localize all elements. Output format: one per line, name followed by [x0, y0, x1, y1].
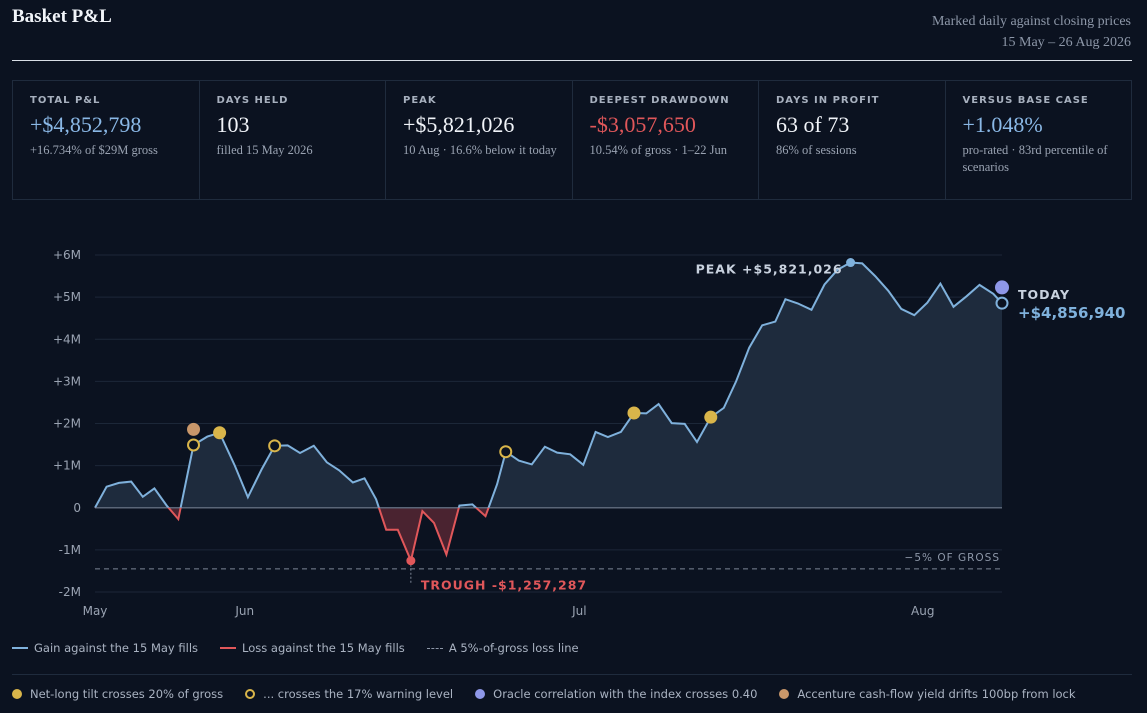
kpi-sub: 10.54% of gross · 1–22 Jun — [589, 143, 728, 157]
y-tick-label: +4M — [53, 332, 81, 346]
kpi-label: PEAK — [403, 95, 437, 106]
legend-item-oracle: Oracle correlation with the index crosse… — [475, 687, 757, 701]
legend-label: ... crosses the 17% warning level — [263, 687, 454, 701]
y-tick-label: -1M — [59, 543, 81, 557]
loss-line-swatch — [220, 647, 237, 649]
legend-item-gain: Gain against the 15 May fills — [12, 641, 198, 655]
kpi-peak: PEAK +$5,821,026 10 Aug · 16.6% below it… — [386, 81, 573, 199]
threshold-label: −5% OF GROSS — [905, 552, 1000, 564]
legend-series: Gain against the 15 May fills Loss again… — [12, 641, 601, 655]
kpi-sub: 86% of sessions — [776, 143, 857, 157]
y-tick-label: +5M — [53, 290, 81, 304]
legend-divider — [12, 674, 1132, 675]
gold-ring-icon — [245, 689, 256, 699]
kpi-value: 63 of 73 — [776, 112, 850, 137]
y-tick-label: +3M — [53, 374, 81, 388]
today-marker — [995, 296, 1009, 310]
y-tick-label: 0 — [73, 501, 81, 515]
legend-item-net-long: Net-long tilt crosses 20% of gross — [12, 687, 223, 701]
legend-label: Gain against the 15 May fills — [34, 641, 199, 655]
warning-event-marker — [187, 438, 201, 452]
legend-label: Oracle correlation with the index crosse… — [493, 687, 758, 701]
warning-event-marker — [268, 439, 282, 453]
today-value: +$4,856,940 — [1018, 304, 1125, 322]
legend-item-loss: Loss against the 15 May fills — [220, 641, 405, 655]
kpi-value: -$3,057,650 — [589, 112, 696, 137]
kpi-value: +1.048% — [962, 112, 1043, 137]
subtitle-method: Marked daily against closing prices — [931, 14, 1131, 29]
header-divider — [12, 60, 1132, 61]
kpi-sub: +16.734% of $29M gross — [30, 143, 158, 157]
kpi-label: DEEPEST DRAWDOWN — [589, 95, 730, 106]
oracle-event-marker — [995, 280, 1009, 295]
subtitle-date-range: 15 May – 26 Aug 2026 — [1001, 35, 1132, 50]
kpi-total-pnl: TOTAL P&L +$4,852,798 +16.734% of $29M g… — [13, 81, 200, 199]
kpi-days-in-profit: DAYS IN PROFIT 63 of 73 86% of sessions — [759, 81, 946, 199]
kpi-deepest-drawdown: DEEPEST DRAWDOWN -$3,057,650 10.54% of g… — [573, 81, 759, 199]
kpi-sub: pro-rated · 83rd percentile of scenarios — [962, 143, 1108, 174]
legend-label: A 5%-of-gross loss line — [448, 641, 579, 655]
kpi-versus-base-case: VERSUS BASE CASE +1.048% pro-rated · 83r… — [946, 81, 1132, 199]
x-tick-label: Aug — [911, 604, 934, 618]
kpi-label: DAYS IN PROFIT — [776, 95, 880, 106]
peak-marker — [846, 258, 856, 268]
trough-marker — [406, 556, 416, 566]
y-tick-label: -2M — [59, 585, 81, 599]
x-tick-label: Jun — [234, 604, 254, 618]
net-long-event-marker — [213, 426, 227, 440]
net-long-event-marker — [704, 410, 718, 424]
legend-label: Accenture cash-flow yield drifts 100bp f… — [797, 687, 1076, 701]
accenture-event-marker — [187, 422, 201, 436]
page-subtitle: Marked daily against closing prices 15 M… — [932, 11, 1131, 53]
gold-dot-icon — [12, 689, 22, 699]
kpi-sub: filled 15 May 2026 — [216, 143, 313, 157]
y-tick-label: +6M — [53, 248, 81, 262]
kpi-sub: 10 Aug · 16.6% below it today — [403, 143, 557, 157]
kpi-label: VERSUS BASE CASE — [962, 95, 1089, 106]
net-long-event-marker — [627, 406, 641, 420]
y-tick-label: +2M — [53, 417, 81, 431]
kpi-strip: TOTAL P&L +$4,852,798 +16.734% of $29M g… — [12, 80, 1132, 200]
legend-item-warning: ... crosses the 17% warning level — [245, 687, 453, 701]
page-title: Basket P&L — [12, 6, 112, 27]
kpi-value: +$4,852,798 — [30, 112, 142, 137]
kpi-label: DAYS HELD — [216, 95, 289, 106]
legend-item-threshold: A 5%-of-gross loss line — [426, 641, 579, 655]
kpi-value: +$5,821,026 — [403, 112, 515, 137]
gain-area — [95, 262, 1002, 508]
legend-events: Net-long tilt crosses 20% of gross ... c… — [12, 687, 1098, 701]
legend-item-accenture: Accenture cash-flow yield drifts 100bp f… — [779, 687, 1076, 701]
kpi-value: 103 — [216, 112, 250, 137]
warning-event-marker — [499, 445, 513, 459]
peak-label: PEAK +$5,821,026 — [696, 262, 843, 277]
kpi-label: TOTAL P&L — [30, 95, 101, 106]
gain-line-swatch — [12, 647, 28, 649]
today-label: TODAY — [1018, 287, 1070, 302]
dashed-line-swatch — [426, 647, 443, 649]
x-tick-label: May — [83, 604, 108, 618]
trough-label: TROUGH -$1,257,287 — [421, 578, 587, 593]
kpi-days-held: DAYS HELD 103 filled 15 May 2026 — [200, 81, 386, 199]
tan-dot-icon — [779, 689, 790, 699]
legend-label: Net-long tilt crosses 20% of gross — [30, 687, 224, 701]
x-tick-label: Jul — [571, 604, 586, 618]
y-tick-label: +1M — [53, 459, 81, 473]
legend-label: Loss against the 15 May fills — [242, 641, 405, 655]
violet-dot-icon — [475, 689, 486, 699]
